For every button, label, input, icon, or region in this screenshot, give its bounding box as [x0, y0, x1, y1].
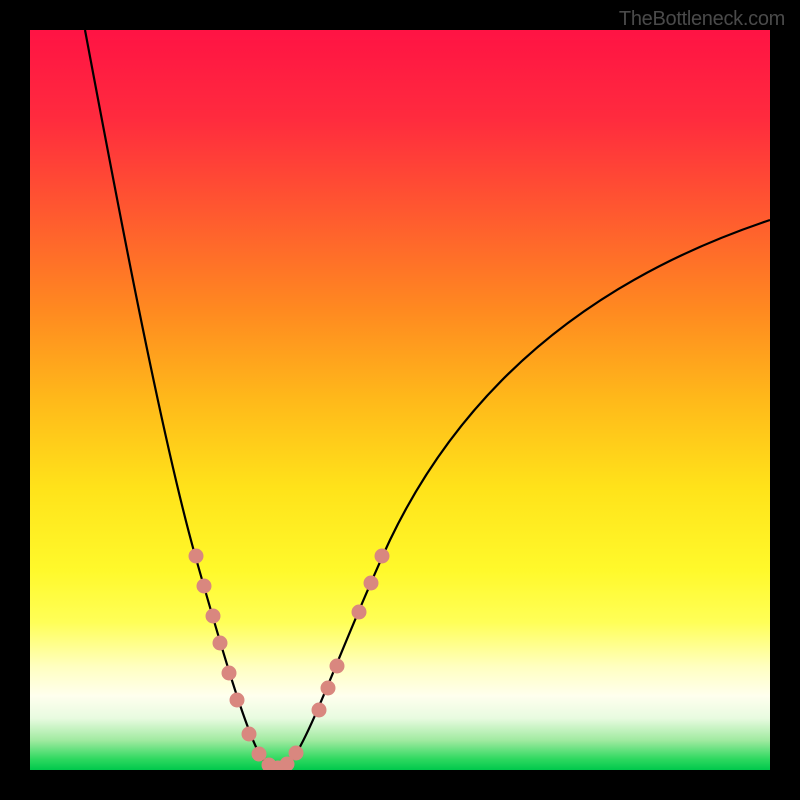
plot-area [30, 30, 770, 770]
data-marker [242, 727, 256, 741]
data-marker [312, 703, 326, 717]
data-marker [375, 549, 389, 563]
data-marker [330, 659, 344, 673]
data-marker [321, 681, 335, 695]
data-marker [213, 636, 227, 650]
data-marker [352, 605, 366, 619]
watermark-text: TheBottleneck.com [619, 8, 785, 31]
data-marker [230, 693, 244, 707]
data-marker [197, 579, 211, 593]
data-marker [364, 576, 378, 590]
data-marker [206, 609, 220, 623]
data-marker [289, 746, 303, 760]
chart-container: TheBottleneck.com [0, 0, 800, 800]
chart-svg [30, 30, 770, 770]
data-marker [222, 666, 236, 680]
data-marker [189, 549, 203, 563]
data-marker [252, 747, 266, 761]
gradient-background [30, 30, 770, 770]
